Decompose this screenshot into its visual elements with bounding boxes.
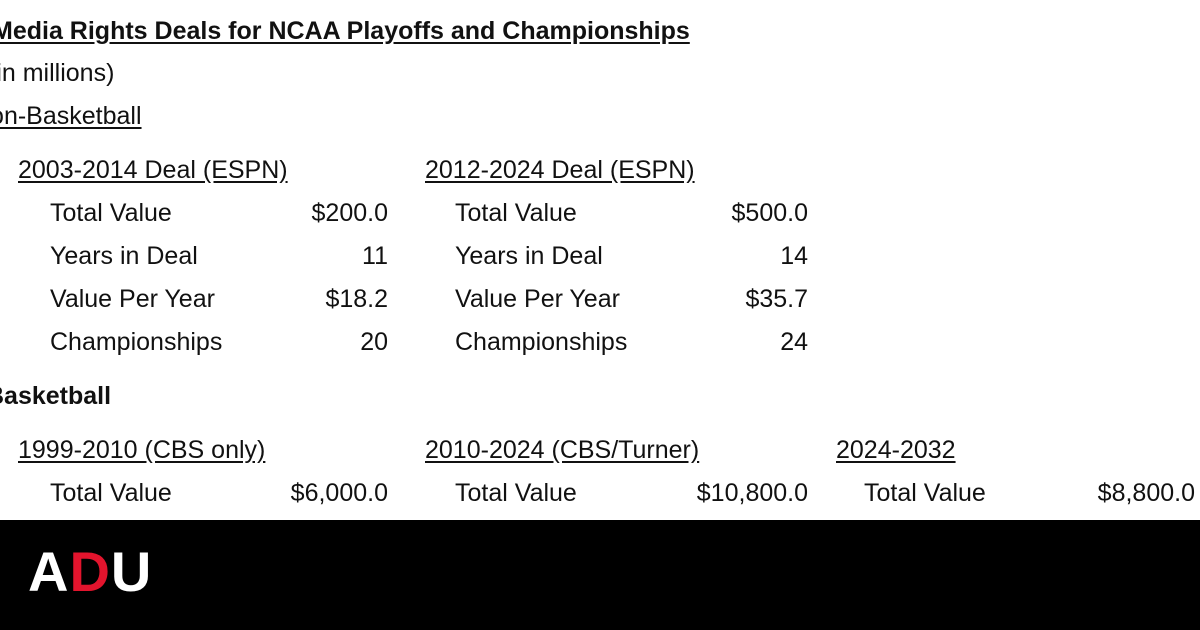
row-label: Value Per Year bbox=[455, 285, 620, 313]
row-label: Total Value bbox=[864, 479, 986, 507]
row-value: $10,800.0 bbox=[696, 479, 808, 507]
row-value: $8,800.0 bbox=[1097, 479, 1195, 507]
row-label: Total Value bbox=[455, 479, 577, 507]
deal-title: 2010-2024 (CBS/Turner) bbox=[425, 436, 700, 464]
row-label: Championships bbox=[455, 328, 628, 356]
row-value: 24 bbox=[780, 328, 808, 356]
logo: ADU bbox=[28, 532, 152, 612]
row-label: Total Value bbox=[50, 479, 172, 507]
deal-title: 2012-2024 Deal (ESPN) bbox=[425, 156, 695, 184]
row-label: Total Value bbox=[455, 199, 577, 227]
document: Media Rights Deals for NCAA Playoffs and… bbox=[0, 17, 1195, 507]
row-label: Total Value bbox=[50, 199, 172, 227]
row-value: 14 bbox=[780, 242, 808, 270]
deal-title: 2024-2032 bbox=[836, 436, 956, 464]
deal-title: 1999-2010 (CBS only) bbox=[18, 436, 266, 464]
footer-band: ADU bbox=[0, 520, 1200, 630]
section-title: Non-Basketball bbox=[0, 102, 142, 130]
row-value: $18.2 bbox=[325, 285, 388, 313]
row-value: 11 bbox=[362, 242, 388, 270]
section-title: Basketball bbox=[0, 382, 112, 410]
logo-letter: U bbox=[110, 540, 153, 603]
subtitle: (in millions) bbox=[0, 59, 115, 87]
row-label: Years in Deal bbox=[455, 242, 603, 270]
row-label: Championships bbox=[50, 328, 223, 356]
logo-letter: D bbox=[69, 540, 111, 603]
logo-letter: A bbox=[28, 540, 70, 603]
row-value: $500.0 bbox=[731, 199, 808, 227]
row-value: $200.0 bbox=[311, 199, 388, 227]
row-value: $6,000.0 bbox=[290, 479, 388, 507]
row-value: 20 bbox=[360, 328, 388, 356]
row-value: $35.7 bbox=[745, 285, 808, 313]
deal-title: 2003-2014 Deal (ESPN) bbox=[18, 156, 288, 184]
title: Media Rights Deals for NCAA Playoffs and… bbox=[0, 17, 690, 45]
row-label: Value Per Year bbox=[50, 285, 215, 313]
row-label: Years in Deal bbox=[50, 242, 198, 270]
